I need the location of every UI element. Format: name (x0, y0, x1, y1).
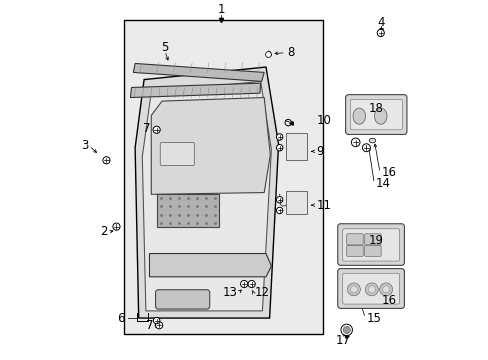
Bar (286, 191, 306, 214)
Text: 15: 15 (366, 311, 381, 325)
Polygon shape (133, 63, 264, 81)
Circle shape (276, 144, 282, 151)
Text: 6: 6 (117, 311, 124, 325)
Text: 2: 2 (100, 225, 107, 238)
FancyBboxPatch shape (342, 273, 399, 304)
FancyBboxPatch shape (155, 290, 209, 309)
Ellipse shape (352, 108, 365, 124)
FancyBboxPatch shape (364, 245, 380, 256)
Circle shape (349, 286, 357, 293)
Circle shape (376, 30, 384, 37)
Circle shape (340, 324, 352, 336)
Polygon shape (135, 67, 278, 318)
FancyBboxPatch shape (346, 245, 363, 256)
FancyBboxPatch shape (345, 95, 406, 134)
Circle shape (346, 283, 360, 296)
Text: 1: 1 (217, 3, 224, 16)
Polygon shape (130, 83, 260, 98)
Polygon shape (156, 194, 219, 226)
Circle shape (113, 223, 120, 230)
Text: 5: 5 (161, 41, 168, 54)
Circle shape (240, 280, 247, 288)
Circle shape (367, 286, 375, 293)
Circle shape (102, 157, 110, 164)
Circle shape (276, 207, 282, 214)
Circle shape (379, 283, 392, 296)
Ellipse shape (374, 108, 386, 124)
Polygon shape (149, 253, 271, 277)
FancyBboxPatch shape (337, 224, 404, 265)
Circle shape (153, 318, 160, 324)
FancyBboxPatch shape (342, 229, 399, 261)
Text: 12: 12 (254, 287, 268, 300)
FancyBboxPatch shape (346, 234, 363, 245)
Circle shape (351, 138, 359, 147)
Ellipse shape (368, 138, 375, 143)
Text: 18: 18 (367, 102, 382, 115)
Text: 7: 7 (142, 122, 150, 135)
Circle shape (343, 326, 349, 333)
Text: 19: 19 (367, 234, 383, 247)
Text: 17: 17 (335, 334, 350, 347)
Text: 16: 16 (381, 294, 396, 307)
Bar (124, 21, 323, 334)
Text: 14: 14 (375, 177, 389, 190)
Bar (286, 134, 306, 160)
FancyBboxPatch shape (349, 99, 402, 130)
Text: 7: 7 (145, 319, 153, 332)
Text: 11: 11 (316, 199, 330, 212)
Text: 10: 10 (316, 114, 330, 127)
Text: 4: 4 (376, 16, 384, 29)
Polygon shape (151, 98, 270, 194)
Text: 9: 9 (316, 145, 323, 158)
Circle shape (276, 134, 282, 140)
Circle shape (362, 144, 369, 152)
Text: 8: 8 (287, 46, 294, 59)
Circle shape (155, 321, 163, 329)
Text: 16: 16 (381, 166, 396, 179)
Circle shape (276, 197, 282, 203)
Polygon shape (142, 81, 271, 311)
Circle shape (153, 126, 160, 134)
Circle shape (365, 283, 378, 296)
Text: 3: 3 (81, 139, 88, 152)
Circle shape (382, 286, 389, 293)
FancyBboxPatch shape (160, 142, 194, 166)
Circle shape (247, 280, 255, 288)
Text: 13: 13 (222, 287, 237, 300)
FancyBboxPatch shape (337, 269, 404, 309)
FancyBboxPatch shape (364, 234, 380, 245)
